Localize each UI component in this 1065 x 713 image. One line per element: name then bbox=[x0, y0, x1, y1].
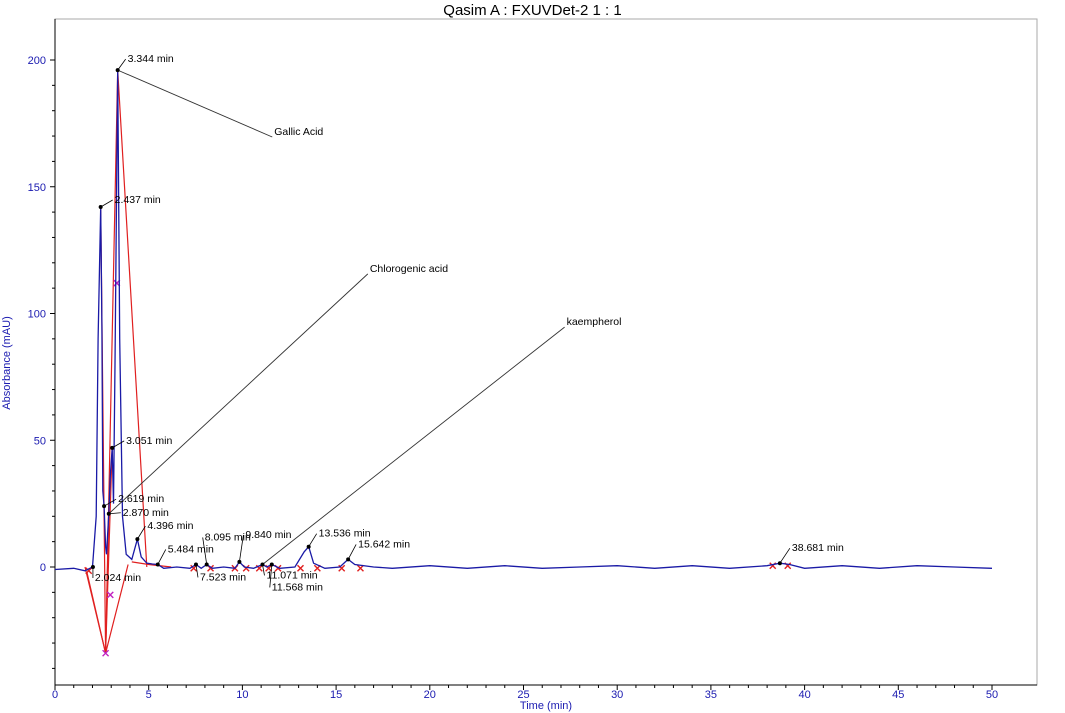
peak-leader bbox=[100, 199, 113, 208]
baseline-mark bbox=[356, 564, 364, 572]
baseline-segment bbox=[105, 70, 148, 654]
compound-annotations: Gallic Acid Chlorogenic acid kaempherol bbox=[108, 69, 622, 565]
peak-leader bbox=[779, 547, 791, 564]
baseline-mark bbox=[296, 564, 304, 572]
baseline-mark bbox=[338, 564, 346, 572]
peak-label: 8.095 min bbox=[205, 531, 251, 543]
baseline-mark bbox=[106, 591, 114, 599]
peak-leader bbox=[202, 537, 208, 565]
peak-label: 2.870 min bbox=[123, 507, 169, 519]
peak-label: 11.568 min bbox=[272, 581, 323, 593]
peak-label: 13.536 min bbox=[319, 528, 371, 540]
x-tick-label: 30 bbox=[611, 689, 623, 701]
compound-label: Chlorogenic acid bbox=[370, 263, 448, 275]
peak-leader bbox=[108, 512, 121, 515]
baseline-segment bbox=[131, 561, 172, 568]
x-tick-label: 25 bbox=[517, 689, 529, 701]
x-tick-label: 20 bbox=[424, 689, 436, 701]
y-tick-label: 150 bbox=[28, 182, 46, 194]
peak-labels: 2.024 min 2.437 min 2.619 min 2.870 min 3.05… bbox=[90, 53, 844, 593]
x-tick-label: 5 bbox=[146, 689, 152, 701]
y-tick-label: 100 bbox=[28, 309, 46, 321]
chart-title: Qasim A : FXUVDet-2 1 : 1 bbox=[443, 2, 622, 19]
y-axis-title: Absorbance (mAU) bbox=[1, 316, 13, 410]
baseline-segment bbox=[105, 447, 113, 654]
y-tick-label: 200 bbox=[28, 55, 46, 67]
peak-label: 3.051 min bbox=[126, 435, 172, 447]
peak-label: 2.437 min bbox=[115, 194, 161, 206]
chromatogram-trace bbox=[54, 70, 993, 572]
baseline-mark bbox=[102, 649, 110, 657]
x-axis-ticks: 0 5 10 15 20 25 30 35 40 45 50 bbox=[52, 685, 998, 701]
peak-leader bbox=[239, 534, 244, 562]
peak-label: 3.344 min bbox=[128, 53, 174, 65]
compound-label: kaempherol bbox=[567, 316, 622, 328]
peak-leader bbox=[269, 564, 273, 588]
peak-label: 2.619 min bbox=[118, 493, 164, 505]
y-tick-label: 50 bbox=[34, 435, 46, 447]
x-tick-label: 45 bbox=[892, 689, 904, 701]
plot-frame bbox=[54, 18, 1038, 686]
y-tick-label: 0 bbox=[40, 562, 46, 574]
peak-leader bbox=[117, 58, 126, 71]
peak-label: 2.024 min bbox=[95, 572, 141, 584]
x-tick-label: 10 bbox=[236, 689, 248, 701]
annotation-leader bbox=[117, 69, 273, 138]
peak-leader bbox=[262, 564, 265, 576]
peak-label: 15.642 min bbox=[358, 538, 410, 550]
peak-label: 4.396 min bbox=[147, 520, 193, 532]
annotation-leader bbox=[108, 273, 369, 515]
y-axis-ticks: 0 50 100 150 200 bbox=[28, 55, 55, 669]
peak-leader bbox=[195, 564, 199, 578]
x-tick-label: 0 bbox=[52, 689, 58, 701]
x-tick-label: 35 bbox=[705, 689, 717, 701]
x-tick-label: 50 bbox=[986, 689, 998, 701]
peak-label: 5.484 min bbox=[168, 543, 214, 555]
x-tick-label: 15 bbox=[330, 689, 342, 701]
peak-leader bbox=[308, 533, 318, 547]
peak-label: 38.681 min bbox=[792, 542, 844, 554]
peak-label: 11.071 min bbox=[266, 569, 317, 581]
x-tick-label: 40 bbox=[798, 689, 810, 701]
peak-leader bbox=[157, 549, 167, 565]
compound-label: Gallic Acid bbox=[274, 126, 323, 138]
peak-leader bbox=[137, 525, 146, 540]
peak-leader bbox=[103, 498, 117, 507]
peak-label: 9.840 min bbox=[245, 529, 291, 541]
peak-leader bbox=[347, 544, 357, 560]
baseline-mark bbox=[85, 567, 93, 575]
peak-leader bbox=[111, 440, 125, 449]
x-axis-title: Time (min) bbox=[520, 700, 572, 712]
peak-label: 7.523 min bbox=[200, 571, 246, 583]
annotation-leader bbox=[262, 326, 565, 565]
